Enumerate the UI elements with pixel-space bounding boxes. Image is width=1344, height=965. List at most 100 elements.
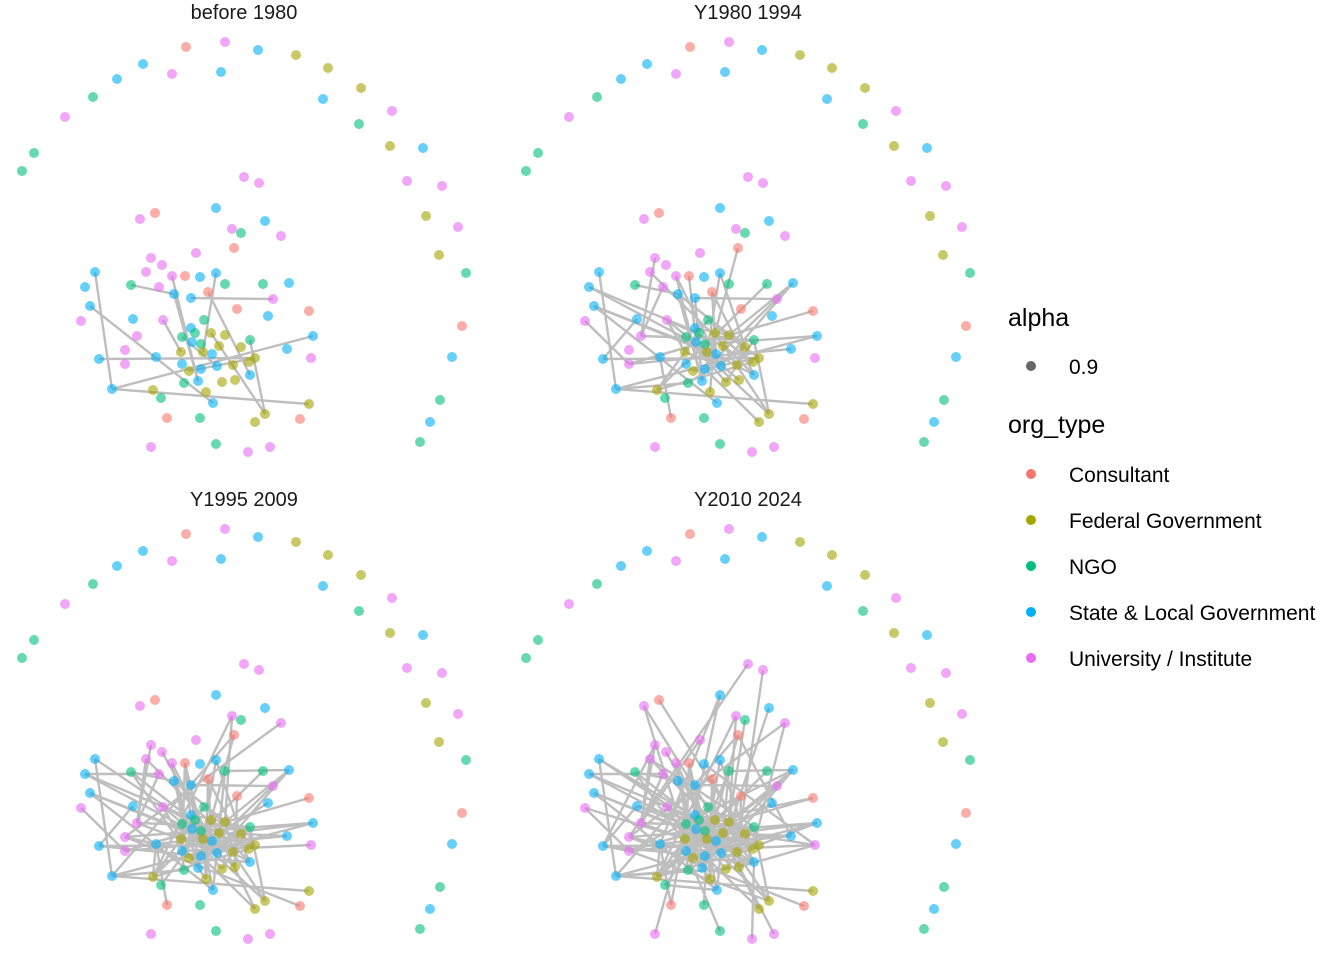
node	[138, 546, 148, 556]
node	[260, 896, 270, 906]
nodes-layer	[521, 37, 975, 457]
node	[922, 630, 932, 640]
edge	[665, 319, 687, 353]
node	[265, 929, 275, 939]
node	[749, 335, 759, 345]
node	[630, 767, 640, 777]
node	[120, 345, 130, 355]
node	[906, 176, 916, 186]
legend-items: Consultant Federal Government NGO State & L…	[1026, 464, 1315, 671]
node	[700, 851, 710, 861]
node	[715, 203, 725, 213]
node	[402, 663, 412, 673]
edge	[728, 282, 794, 336]
node	[291, 50, 301, 60]
node	[762, 766, 772, 776]
node	[435, 395, 445, 405]
edges-layer	[584, 663, 818, 940]
node	[457, 808, 467, 818]
edge	[593, 305, 718, 404]
node	[812, 331, 822, 341]
node	[228, 847, 238, 857]
edge	[201, 272, 218, 353]
node	[662, 802, 672, 812]
node	[291, 537, 301, 547]
node	[733, 243, 743, 253]
node	[447, 839, 457, 849]
node	[17, 166, 27, 176]
node	[639, 214, 649, 224]
node	[304, 306, 314, 316]
node	[195, 413, 205, 423]
node	[929, 417, 939, 427]
node	[734, 862, 744, 872]
node	[938, 737, 948, 747]
node	[76, 316, 86, 326]
node	[716, 848, 726, 858]
edge	[684, 850, 722, 932]
edge	[649, 757, 755, 829]
node	[90, 754, 100, 764]
node	[891, 106, 901, 116]
node	[799, 901, 809, 911]
node	[304, 399, 314, 409]
node	[158, 315, 168, 325]
panel-title-1: before 1980	[191, 2, 298, 24]
node	[764, 216, 774, 226]
panel-1	[17, 37, 471, 457]
node	[616, 74, 626, 84]
node	[180, 271, 190, 281]
node	[295, 901, 305, 911]
node	[107, 384, 117, 394]
node	[198, 834, 208, 844]
node	[220, 330, 230, 340]
node	[650, 442, 660, 452]
node	[655, 352, 665, 362]
node	[128, 314, 138, 324]
node	[699, 759, 709, 769]
node	[594, 754, 604, 764]
node	[632, 801, 642, 811]
node	[747, 934, 757, 944]
node	[177, 359, 187, 369]
node	[749, 370, 759, 380]
node	[179, 865, 189, 875]
panel-title-3: Y1995 2009	[190, 489, 298, 511]
node	[636, 818, 646, 828]
node	[354, 606, 364, 616]
edge	[584, 806, 686, 841]
node	[660, 880, 670, 890]
edge	[728, 768, 794, 773]
node	[658, 769, 668, 779]
legend-alpha-key	[1026, 361, 1036, 371]
node	[157, 747, 167, 757]
node	[434, 250, 444, 260]
node	[703, 315, 713, 325]
node	[703, 802, 713, 812]
node	[671, 758, 681, 768]
node	[356, 570, 366, 580]
node	[685, 529, 695, 539]
node	[254, 665, 264, 675]
node	[239, 172, 249, 182]
node	[716, 361, 726, 371]
node	[60, 112, 70, 122]
node	[94, 841, 104, 851]
node	[715, 268, 725, 278]
node	[17, 653, 27, 663]
node	[263, 798, 273, 808]
edge	[204, 778, 210, 880]
node	[699, 272, 709, 282]
node	[808, 886, 818, 896]
node	[922, 143, 932, 153]
node	[112, 561, 122, 571]
nodes-layer	[17, 37, 471, 457]
node	[206, 815, 216, 825]
node	[734, 375, 744, 385]
edge	[584, 807, 630, 852]
node	[705, 387, 715, 397]
node	[85, 788, 95, 798]
node	[780, 718, 790, 728]
node	[639, 701, 649, 711]
node	[700, 826, 710, 836]
